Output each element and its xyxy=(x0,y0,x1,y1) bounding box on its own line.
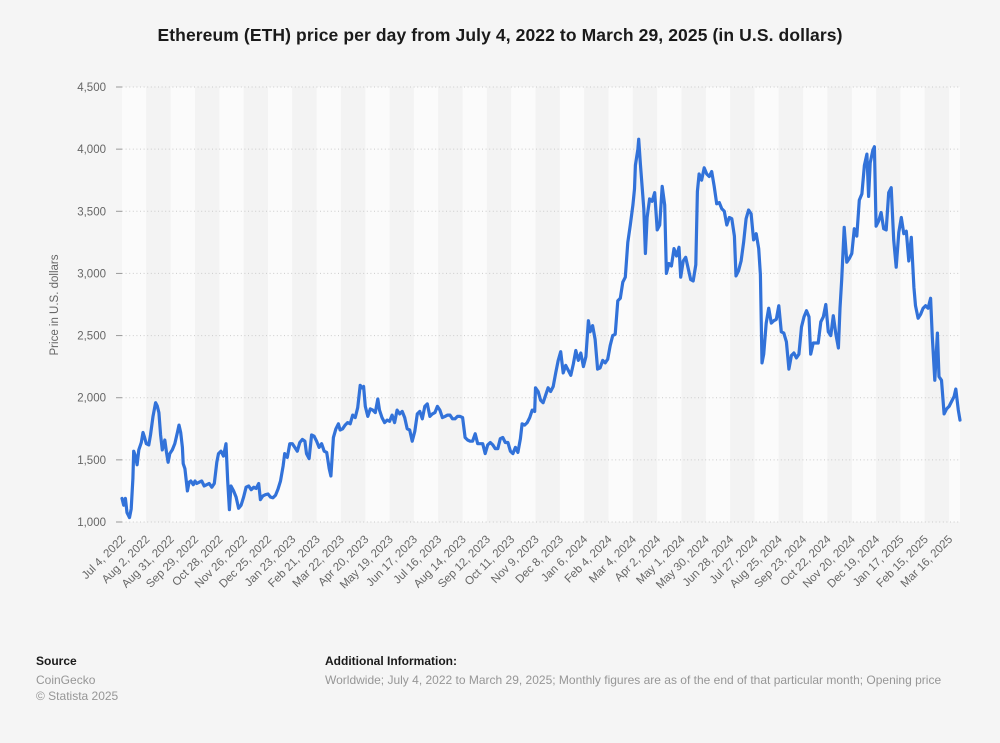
additional-info-value: Worldwide; July 4, 2022 to March 29, 202… xyxy=(325,673,942,687)
statista-copyright: © Statista 2025 xyxy=(36,689,119,703)
price-line xyxy=(120,137,962,520)
y-tick-label: 3,500 xyxy=(77,206,106,218)
source-label: Source xyxy=(36,654,77,668)
plot-band xyxy=(438,87,463,522)
plot-band xyxy=(462,87,487,522)
price-line-chart: 1,000 1,500 2,000 2,500 3,000 3,500 4,000 4,500… xyxy=(77,82,962,591)
plot-band xyxy=(876,87,901,522)
chart-title: Ethereum (ETH) price per day from July 4… xyxy=(157,25,843,45)
plot-band xyxy=(778,87,804,522)
y-tick-label: 2,500 xyxy=(77,331,106,343)
plot-band xyxy=(292,87,317,522)
plot-band xyxy=(949,87,960,522)
plot-band xyxy=(316,87,341,522)
plot-band xyxy=(340,87,366,522)
plot-band xyxy=(681,87,706,522)
plot-band xyxy=(535,87,560,522)
plot-band xyxy=(389,87,414,522)
plot-band xyxy=(511,87,536,522)
plot-band xyxy=(730,87,755,522)
y-tick-label: 3,000 xyxy=(77,268,106,280)
y-tick-label: 4,000 xyxy=(77,144,106,156)
plot-band xyxy=(803,87,828,522)
plot-band xyxy=(584,87,609,522)
plot-band xyxy=(195,87,220,522)
plot-band xyxy=(122,87,147,522)
source-value: CoinGecko xyxy=(36,673,96,687)
y-tick-label: 1,500 xyxy=(77,455,106,467)
plot-band xyxy=(657,87,682,522)
plot-band xyxy=(754,87,779,522)
plot-band xyxy=(413,87,439,522)
y-tick-label: 1,000 xyxy=(77,517,106,529)
y-tick-label: 4,500 xyxy=(77,82,106,94)
plot-band xyxy=(559,87,585,522)
plot-band xyxy=(608,87,633,522)
plot-band xyxy=(486,87,512,522)
plot-band xyxy=(365,87,390,522)
plot-band xyxy=(705,87,731,522)
plot-band xyxy=(243,87,268,522)
y-tick-label: 2,000 xyxy=(77,393,106,405)
plot-band xyxy=(900,87,925,522)
additional-info-label: Additional Information: xyxy=(325,654,457,668)
